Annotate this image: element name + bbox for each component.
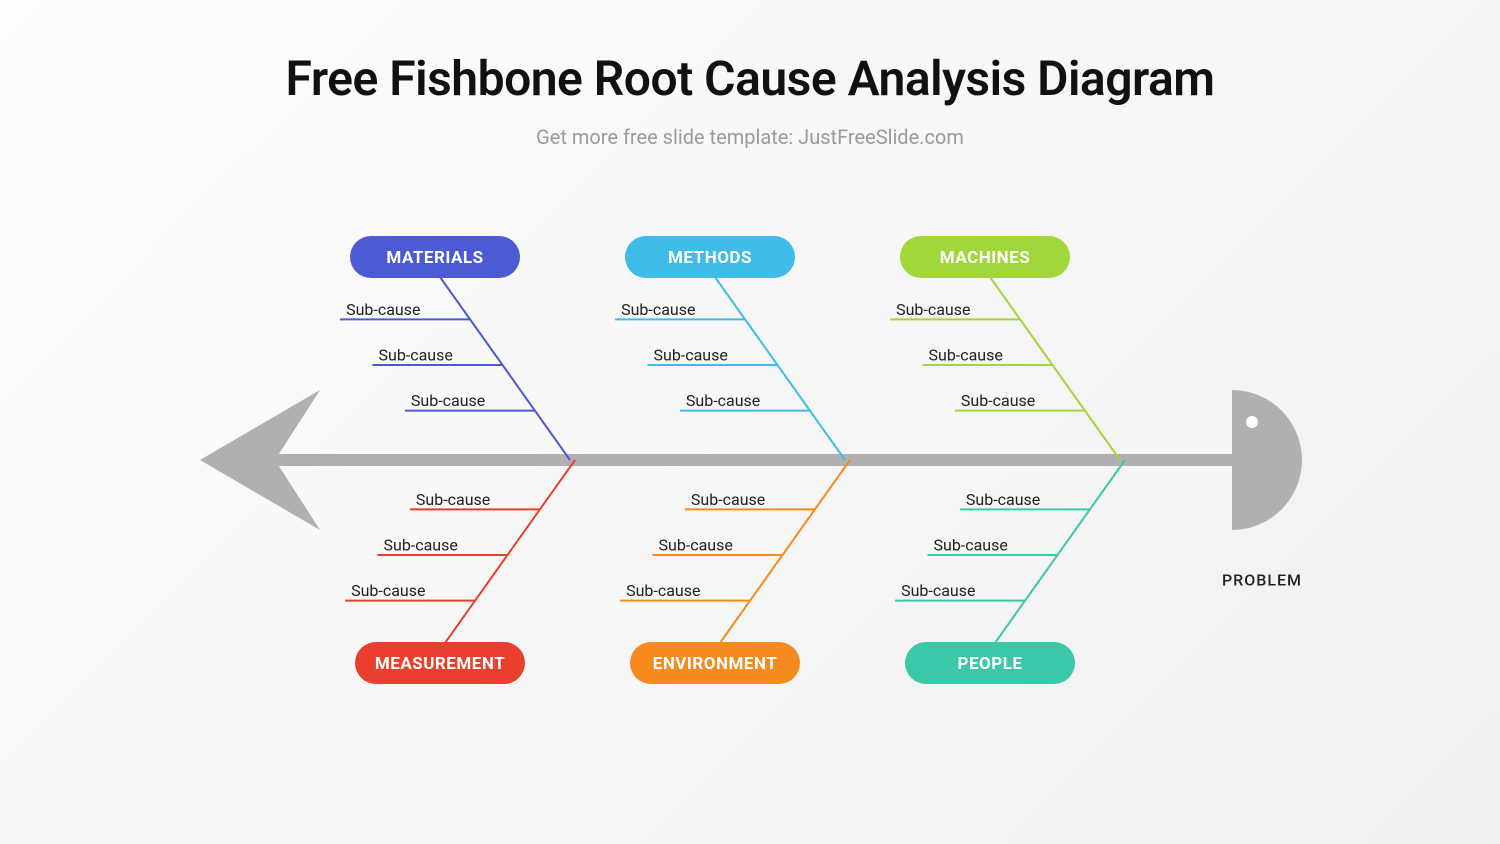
sub-cause-label: Sub-cause (896, 300, 970, 319)
sub-cause-label: Sub-cause (351, 581, 425, 600)
page-subtitle: Get more free slide template: JustFreeSl… (0, 125, 1500, 149)
sub-cause-label: Sub-cause (346, 300, 420, 319)
category-label: PEOPLE (958, 654, 1023, 674)
sub-cause-label: Sub-cause (416, 490, 490, 509)
fish-eye (1246, 416, 1258, 428)
sub-cause-label: Sub-cause (659, 536, 733, 555)
sub-cause-label: Sub-cause (411, 391, 485, 410)
category-label: ENVIRONMENT (653, 654, 777, 674)
fishbone-diagram: PROBLEM Sub-cause Sub-cause Sub-cause MATERI… (0, 230, 1500, 730)
sub-cause-label: Sub-cause (621, 300, 695, 319)
sub-cause-label: Sub-cause (626, 581, 700, 600)
sub-cause-label: Sub-cause (654, 346, 728, 365)
sub-cause-label: Sub-cause (966, 490, 1040, 509)
sub-cause-label: Sub-cause (379, 346, 453, 365)
sub-cause-label: Sub-cause (901, 581, 975, 600)
category-label: METHODS (668, 248, 752, 268)
sub-cause-label: Sub-cause (384, 536, 458, 555)
category-label: MEASUREMENT (375, 654, 505, 674)
sub-cause-label: Sub-cause (686, 391, 760, 410)
sub-cause-label: Sub-cause (929, 346, 1003, 365)
sub-cause-label: Sub-cause (961, 391, 1035, 410)
category-label: MATERIALS (386, 248, 483, 268)
category-label: MACHINES (940, 248, 1030, 268)
sub-cause-label: Sub-cause (691, 490, 765, 509)
fish-head (1232, 390, 1302, 530)
problem-label: PROBLEM (1222, 571, 1302, 590)
page-title: Free Fishbone Root Cause Analysis Diagra… (0, 50, 1500, 107)
sub-cause-label: Sub-cause (934, 536, 1008, 555)
